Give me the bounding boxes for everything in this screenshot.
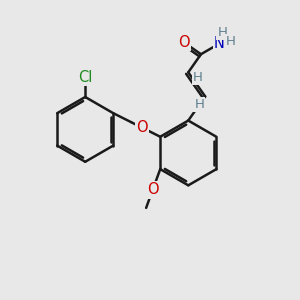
Text: H: H <box>226 35 236 48</box>
Text: Cl: Cl <box>78 70 92 85</box>
Text: H: H <box>193 71 203 84</box>
Text: O: O <box>136 120 148 135</box>
Text: O: O <box>147 182 158 197</box>
Text: O: O <box>178 34 189 50</box>
Text: H: H <box>194 98 204 111</box>
Text: H: H <box>218 26 227 39</box>
Text: N: N <box>214 36 225 51</box>
